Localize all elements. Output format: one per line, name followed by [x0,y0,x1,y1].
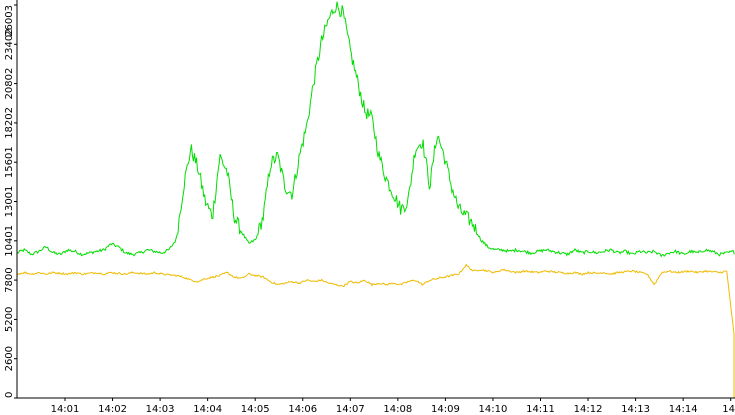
x-tick-label: 14:10 [479,404,508,415]
x-tick-label: 14:03 [146,404,175,415]
x-tick-label: 14:01 [51,404,80,415]
y-tick-label: 5200 [4,307,15,332]
y-tick-label: 15601 [4,146,15,178]
x-tick-label: 14:09 [431,404,460,415]
y-tick-label: 26003 [4,5,15,37]
x-tick-label: 14:04 [193,404,222,415]
x-tick-label: 14:02 [98,404,127,415]
series-line-yellow [16,263,735,398]
x-tick-label: 14:13 [621,404,650,415]
series-line-green [16,1,735,258]
y-tick-label: 7800 [4,267,15,292]
y-tick-label: 23402 [4,28,15,60]
y-axis-ticks: 0 2600 5200 7800 10401 13001 15601 18202 20802 23… [4,4,17,399]
y-tick-label: 2600 [4,346,15,371]
y-tick-label: 20802 [4,68,15,100]
x-tick-label: 14 [722,404,735,415]
x-tick-label: 14:12 [574,404,603,415]
x-tick-label: 14:05 [241,404,270,415]
x-tick-label: 14:06 [288,404,317,415]
x-tick-label: 14:08 [383,404,412,415]
x-tick-label: 14:07 [336,404,365,415]
x-tick-label: 14:11 [526,404,555,415]
y-tick-label: 0 [4,392,15,398]
y-tick-label: 10401 [4,225,15,257]
x-tick-label: 14:14 [669,404,698,415]
x-axis-ticks: 14:01 14:02 14:03 14:04 14:05 14:06 14:07 14:08… [51,398,735,415]
series-lines [16,1,735,398]
y-tick-label: 13001 [4,186,15,218]
y-tick-label: 18202 [4,107,15,139]
